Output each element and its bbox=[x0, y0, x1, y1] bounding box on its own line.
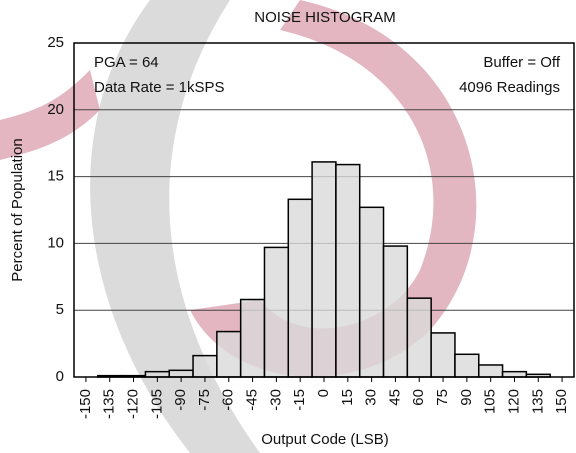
bar bbox=[192, 354, 218, 378]
x-tick-label: -120 bbox=[124, 389, 141, 419]
x-tick-label: -30 bbox=[267, 389, 284, 411]
bar bbox=[478, 364, 504, 378]
annotation: Buffer = Off bbox=[483, 54, 560, 71]
x-tick-label: -15 bbox=[291, 389, 308, 411]
x-tick-label: 30 bbox=[363, 389, 380, 406]
bar bbox=[216, 330, 242, 378]
x-tick-label: -135 bbox=[101, 389, 118, 419]
bar bbox=[287, 198, 313, 378]
x-tick-label: 0 bbox=[315, 389, 332, 397]
annotation: 4096 Readings bbox=[459, 79, 560, 96]
x-tick-label: 135 bbox=[529, 389, 546, 414]
y-tick-label: 5 bbox=[56, 301, 64, 318]
bar bbox=[382, 245, 409, 378]
annotation: Data Rate = 1kSPS bbox=[94, 79, 225, 96]
x-tick-label: 60 bbox=[410, 389, 427, 406]
x-tick-label: 45 bbox=[386, 389, 403, 406]
bar bbox=[144, 370, 170, 378]
x-tick-label: -60 bbox=[220, 389, 237, 411]
watermark-shape bbox=[0, 70, 100, 160]
x-tick-label: -75 bbox=[196, 389, 213, 411]
chart-title: NOISE HISTOGRAM bbox=[254, 9, 395, 26]
plot-frame bbox=[73, 42, 575, 378]
x-tick-label: 150 bbox=[553, 389, 570, 414]
x-tick-label: 75 bbox=[434, 389, 451, 406]
y-tick-label: 10 bbox=[47, 234, 64, 251]
bar bbox=[311, 161, 337, 378]
x-tick-label: 90 bbox=[458, 389, 475, 406]
y-axis-label: Percent of Population bbox=[9, 138, 26, 281]
watermark-shape bbox=[190, 0, 477, 377]
bar bbox=[168, 369, 194, 378]
x-tick-label: 15 bbox=[339, 389, 356, 406]
x-tick-label: -90 bbox=[172, 389, 189, 411]
bar bbox=[335, 163, 361, 378]
y-tick-label: 0 bbox=[56, 368, 64, 385]
y-tick-label: 20 bbox=[47, 101, 64, 118]
bar bbox=[358, 206, 385, 378]
bar bbox=[263, 246, 290, 378]
x-tick-label: -105 bbox=[148, 389, 165, 419]
bar bbox=[501, 370, 528, 378]
bar bbox=[406, 297, 432, 378]
bar bbox=[454, 353, 480, 378]
x-tick-label: -45 bbox=[244, 389, 261, 411]
x-axis-label: Output Code (LSB) bbox=[261, 431, 389, 448]
bar bbox=[430, 332, 456, 378]
annotation: PGA = 64 bbox=[94, 54, 159, 71]
watermark-shape bbox=[90, 0, 260, 453]
x-tick-label: -150 bbox=[77, 389, 94, 419]
y-tick-label: 15 bbox=[47, 168, 64, 185]
watermark bbox=[0, 0, 477, 453]
y-tick-label: 25 bbox=[47, 34, 64, 51]
bar bbox=[239, 298, 266, 378]
x-tick-label: 120 bbox=[505, 389, 522, 414]
x-tick-label: 105 bbox=[482, 389, 499, 414]
